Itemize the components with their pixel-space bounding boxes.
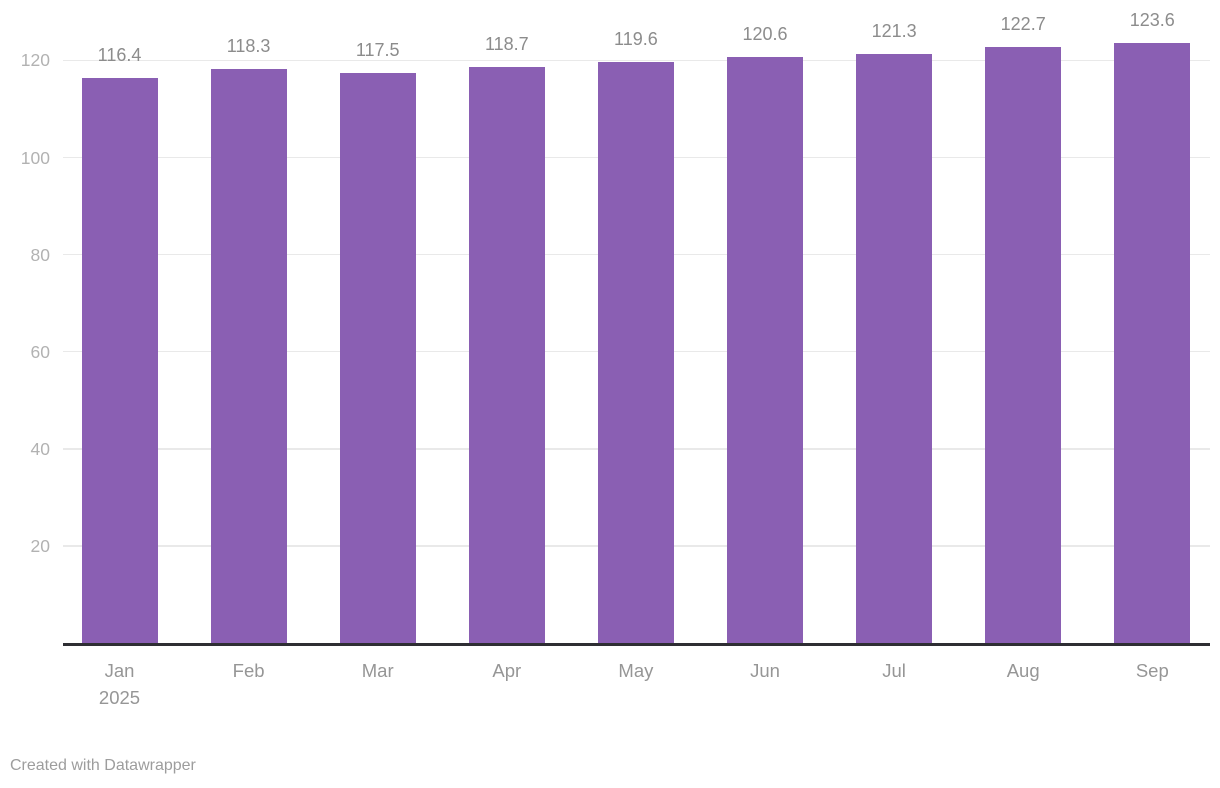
bar-value-label-may: 119.6 — [614, 29, 658, 50]
x-tick-line: Jul — [882, 660, 906, 681]
bar-jul — [856, 54, 933, 643]
x-tick-label-jul: Jul — [829, 657, 959, 684]
bar-may — [597, 62, 674, 643]
datawrapper-credit-link[interactable]: Created with Datawrapper — [10, 757, 196, 774]
x-tick-line: 2025 — [98, 687, 141, 708]
bar-jan-2025 — [81, 77, 158, 643]
bar-feb — [210, 68, 287, 643]
x-tick-label-jan-2025: Jan 2025 — [55, 657, 185, 711]
bar-sep — [1114, 42, 1191, 643]
x-tick-label-apr: Apr — [442, 657, 572, 684]
x-tick-label-sep: Sep — [1087, 657, 1217, 684]
bar-value-label-sep: 123.6 — [1129, 9, 1175, 30]
bar-value-label-mar: 117.5 — [355, 39, 400, 60]
y-tick-label-80: 80 — [30, 244, 50, 265]
x-tick-label-feb: Feb — [184, 657, 314, 684]
x-tick-line: Jan — [104, 660, 135, 681]
x-tick-line: May — [618, 660, 654, 681]
x-tick-line: Sep — [1135, 660, 1169, 681]
x-tick-line: Aug — [1006, 660, 1040, 681]
y-tick-label-20: 20 — [30, 535, 50, 556]
x-tick-label-may: May — [571, 657, 701, 684]
bar-apr — [468, 66, 545, 643]
x-tick-line: Apr — [492, 660, 522, 681]
bar-value-label-aug: 122.7 — [1000, 14, 1046, 35]
x-tick-line: Feb — [232, 660, 265, 681]
gridline-120 — [63, 59, 1210, 62]
bar-value-label-jul: 121.3 — [871, 21, 917, 42]
y-tick-label-100: 100 — [20, 147, 50, 168]
y-tick-label-40: 40 — [30, 438, 50, 459]
bar-aug — [985, 47, 1062, 643]
x-tick-label-aug: Aug — [958, 657, 1088, 684]
bar-mar — [339, 72, 416, 643]
bar-value-label-feb: 118.3 — [226, 35, 271, 56]
bar-value-label-jan-2025: 116.4 — [97, 44, 142, 65]
bar-value-label-jun: 120.6 — [742, 24, 788, 45]
x-tick-label-jun: Jun — [700, 657, 830, 684]
x-tick-line: Jun — [750, 660, 780, 681]
x-tick-label-mar: Mar — [313, 657, 443, 684]
x-axis-line — [63, 643, 1210, 646]
bar-jun — [727, 57, 803, 643]
bar-value-label-apr: 118.7 — [484, 33, 529, 54]
y-tick-label-120: 120 — [20, 50, 50, 71]
x-tick-line: Mar — [361, 660, 394, 681]
y-tick-label-60: 60 — [30, 341, 50, 362]
